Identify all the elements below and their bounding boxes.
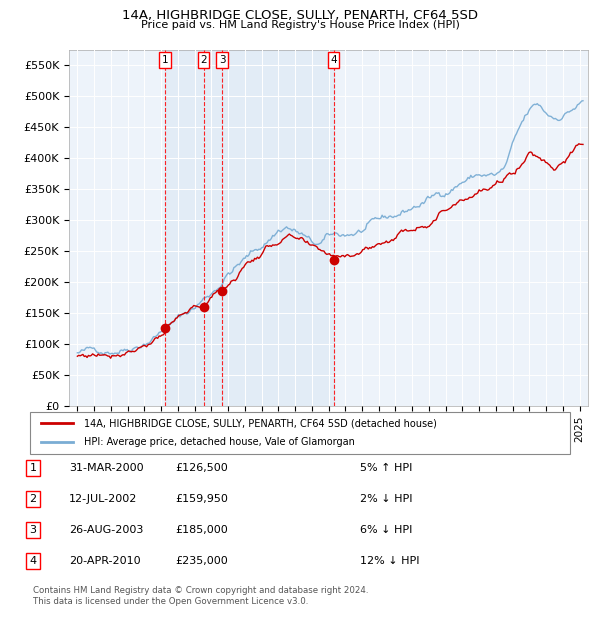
Bar: [222, 50, 334, 406]
Text: 26-AUG-2003: 26-AUG-2003: [69, 525, 143, 535]
Text: £185,000: £185,000: [175, 525, 228, 535]
Text: 1: 1: [162, 55, 169, 65]
Text: 2: 2: [29, 494, 37, 504]
Text: 12% ↓ HPI: 12% ↓ HPI: [360, 556, 419, 566]
Text: 5% ↑ HPI: 5% ↑ HPI: [360, 463, 412, 473]
FancyBboxPatch shape: [30, 412, 570, 454]
Text: 2: 2: [200, 55, 207, 65]
Text: £159,950: £159,950: [175, 494, 228, 504]
Text: Price paid vs. HM Land Registry's House Price Index (HPI): Price paid vs. HM Land Registry's House …: [140, 20, 460, 30]
Text: £235,000: £235,000: [175, 556, 228, 566]
Text: 4: 4: [29, 556, 37, 566]
Text: 4: 4: [330, 55, 337, 65]
Text: HPI: Average price, detached house, Vale of Glamorgan: HPI: Average price, detached house, Vale…: [84, 438, 355, 448]
Text: 14A, HIGHBRIDGE CLOSE, SULLY, PENARTH, CF64 5SD: 14A, HIGHBRIDGE CLOSE, SULLY, PENARTH, C…: [122, 9, 478, 22]
Text: 2% ↓ HPI: 2% ↓ HPI: [360, 494, 413, 504]
Text: 12-JUL-2002: 12-JUL-2002: [69, 494, 137, 504]
Text: 3: 3: [219, 55, 226, 65]
Text: This data is licensed under the Open Government Licence v3.0.: This data is licensed under the Open Gov…: [33, 597, 308, 606]
Text: 6% ↓ HPI: 6% ↓ HPI: [360, 525, 412, 535]
Text: 20-APR-2010: 20-APR-2010: [69, 556, 140, 566]
Text: Contains HM Land Registry data © Crown copyright and database right 2024.: Contains HM Land Registry data © Crown c…: [33, 586, 368, 595]
Bar: [165, 50, 222, 406]
Text: 31-MAR-2000: 31-MAR-2000: [69, 463, 143, 473]
Text: 3: 3: [29, 525, 37, 535]
Text: 1: 1: [29, 463, 37, 473]
Text: 14A, HIGHBRIDGE CLOSE, SULLY, PENARTH, CF64 5SD (detached house): 14A, HIGHBRIDGE CLOSE, SULLY, PENARTH, C…: [84, 418, 437, 428]
Text: £126,500: £126,500: [175, 463, 228, 473]
